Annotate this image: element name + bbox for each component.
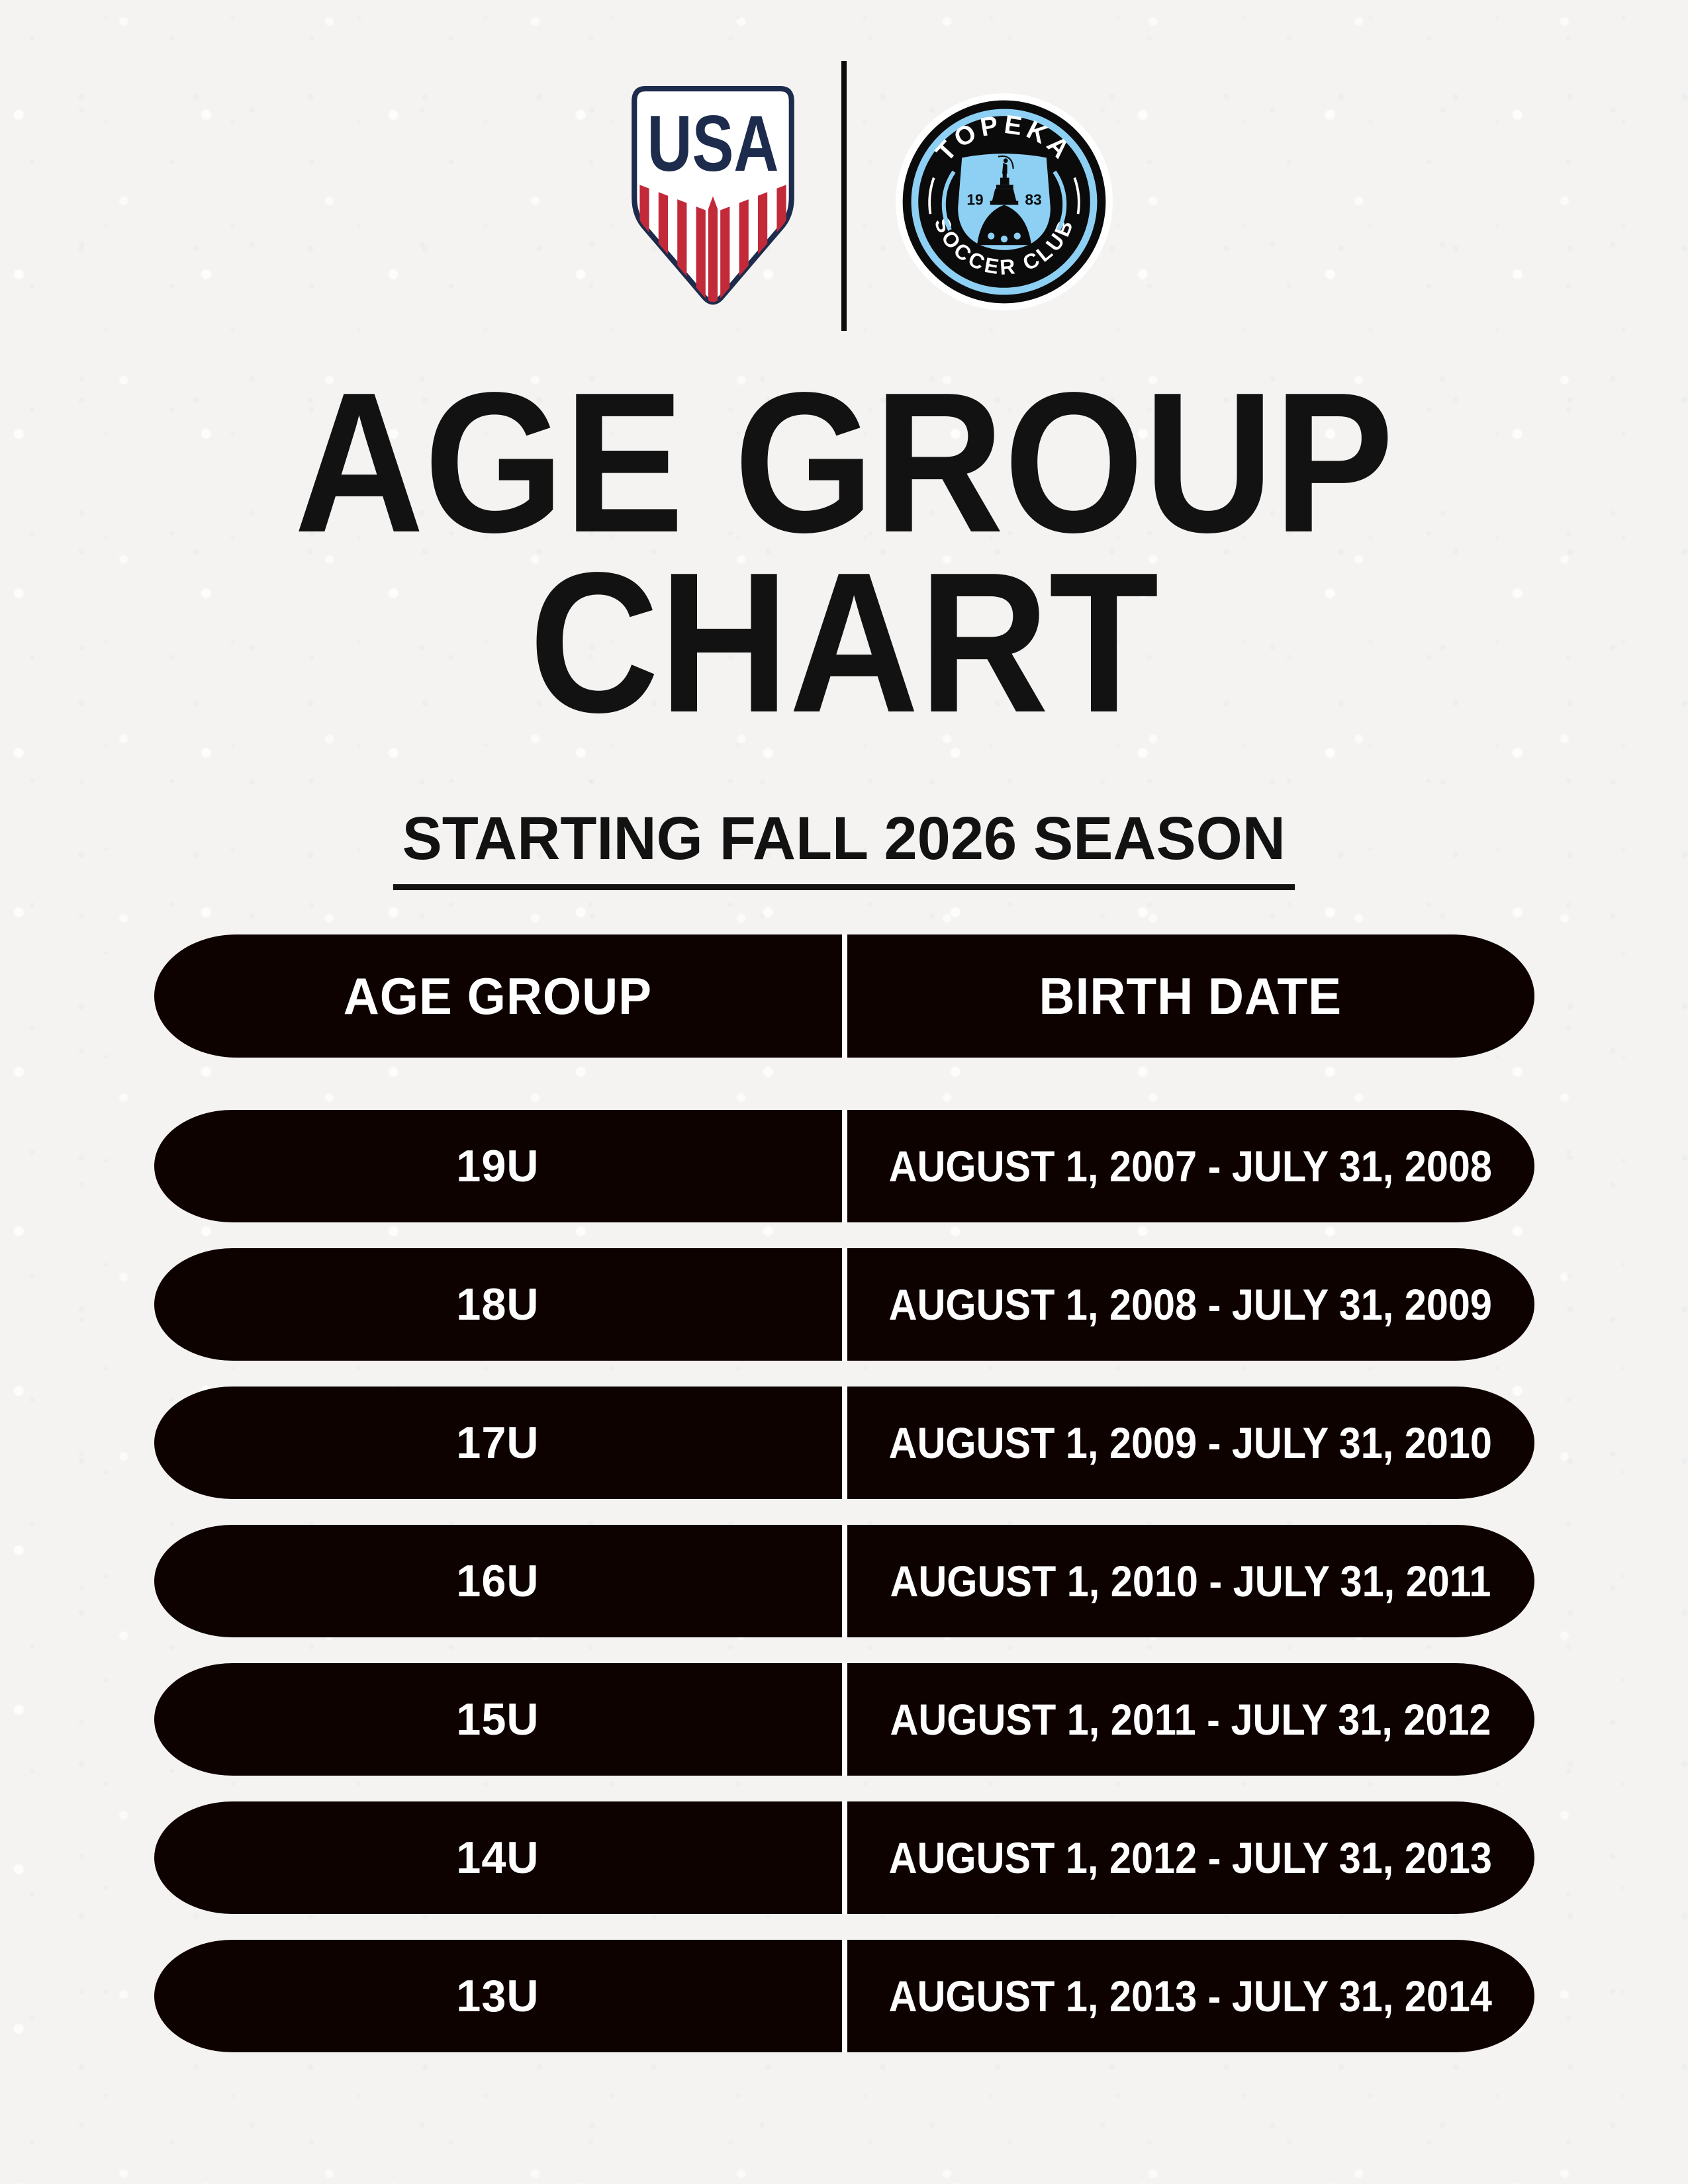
- badge-left-arc: [928, 177, 935, 214]
- age-group-value: 17U: [456, 1418, 539, 1468]
- birth-date-cell: AUGUST 1, 2011 - JULY 31, 2012: [841, 1663, 1534, 1776]
- subtitle-wrap: STARTING FALL 2026 SEASON: [0, 804, 1688, 890]
- table-header-row: AGE GROUP BIRTH DATE: [154, 934, 1534, 1058]
- page-title-line2: CHART: [529, 531, 1159, 754]
- age-group-cell: 16U: [154, 1525, 842, 1637]
- age-group-value: 13U: [456, 1971, 539, 2021]
- usa-crest-label: USA: [647, 100, 779, 188]
- birth-date-value: AUGUST 1, 2011 - JULY 31, 2012: [890, 1695, 1491, 1744]
- badge-year-left: 19: [966, 191, 983, 208]
- header-cell-age-group: AGE GROUP: [154, 934, 842, 1058]
- table-row: 18U AUGUST 1, 2008 - JULY 31, 2009: [154, 1248, 1534, 1361]
- shield-left-arc: [941, 170, 956, 231]
- age-group-value: 19U: [456, 1141, 539, 1191]
- birth-date-cell: AUGUST 1, 2009 - JULY 31, 2010: [841, 1387, 1534, 1499]
- logo-band: USA TOPEKA SOCCER CLUB: [0, 0, 1688, 344]
- birth-date-value: AUGUST 1, 2012 - JULY 31, 2013: [889, 1833, 1493, 1882]
- birth-date-value: AUGUST 1, 2007 - JULY 31, 2008: [889, 1142, 1493, 1191]
- page-title: AGE GROUP CHART: [85, 351, 1604, 754]
- dome-window: [1000, 236, 1008, 243]
- header-label: BIRTH DATE: [1039, 966, 1342, 1025]
- age-group-value: 18U: [456, 1279, 539, 1330]
- dome-window: [988, 232, 995, 240]
- birth-date-cell: AUGUST 1, 2007 - JULY 31, 2008: [841, 1110, 1534, 1222]
- table-row: 16U AUGUST 1, 2010 - JULY 31, 2011: [154, 1525, 1534, 1637]
- season-subtitle: STARTING FALL 2026 SEASON: [393, 804, 1295, 890]
- age-group-cell: 13U: [154, 1940, 842, 2052]
- table-row: 15U AUGUST 1, 2011 - JULY 31, 2012: [154, 1663, 1534, 1776]
- age-group-cell: 19U: [154, 1110, 842, 1222]
- usa-crest-icon: USA: [632, 86, 794, 305]
- shield-right-arc: [1053, 170, 1067, 231]
- birth-date-cell: AUGUST 1, 2008 - JULY 31, 2009: [841, 1248, 1534, 1361]
- birth-date-cell: AUGUST 1, 2012 - JULY 31, 2013: [841, 1801, 1534, 1914]
- birth-date-cell: AUGUST 1, 2013 - JULY 31, 2014: [841, 1940, 1534, 2052]
- badge-right-arc: [1073, 177, 1080, 214]
- birth-date-value: AUGUST 1, 2009 - JULY 31, 2010: [889, 1418, 1493, 1467]
- usa-crest-stripes: [639, 183, 786, 302]
- birth-date-value: AUGUST 1, 2013 - JULY 31, 2014: [889, 1972, 1493, 2021]
- age-group-cell: 18U: [154, 1248, 842, 1361]
- age-group-value: 16U: [456, 1556, 539, 1606]
- birth-date-cell: AUGUST 1, 2010 - JULY 31, 2011: [841, 1525, 1534, 1637]
- birth-date-value: AUGUST 1, 2008 - JULY 31, 2009: [889, 1280, 1493, 1329]
- table-row: 13U AUGUST 1, 2013 - JULY 31, 2014: [154, 1940, 1534, 2052]
- age-group-value: 14U: [456, 1833, 539, 1883]
- age-group-cell: 17U: [154, 1387, 842, 1499]
- dome-window: [1013, 232, 1021, 240]
- page-title-line1: AGE GROUP: [294, 351, 1394, 574]
- topeka-badge-icon: TOPEKA SOCCER CLUB: [896, 93, 1113, 310]
- header-label: AGE GROUP: [344, 966, 653, 1025]
- age-group-value: 15U: [456, 1694, 539, 1745]
- age-group-cell: 15U: [154, 1663, 842, 1776]
- badge-year-right: 83: [1025, 191, 1041, 208]
- table-row: 14U AUGUST 1, 2012 - JULY 31, 2013: [154, 1801, 1534, 1914]
- header-cell-birth-date: BIRTH DATE: [841, 934, 1534, 1058]
- age-group-cell: 14U: [154, 1801, 842, 1914]
- logo-divider: [841, 61, 847, 331]
- table-row: 17U AUGUST 1, 2009 - JULY 31, 2010: [154, 1387, 1534, 1499]
- table-row: 19U AUGUST 1, 2007 - JULY 31, 2008: [154, 1110, 1534, 1222]
- birth-date-value: AUGUST 1, 2010 - JULY 31, 2011: [890, 1557, 1491, 1606]
